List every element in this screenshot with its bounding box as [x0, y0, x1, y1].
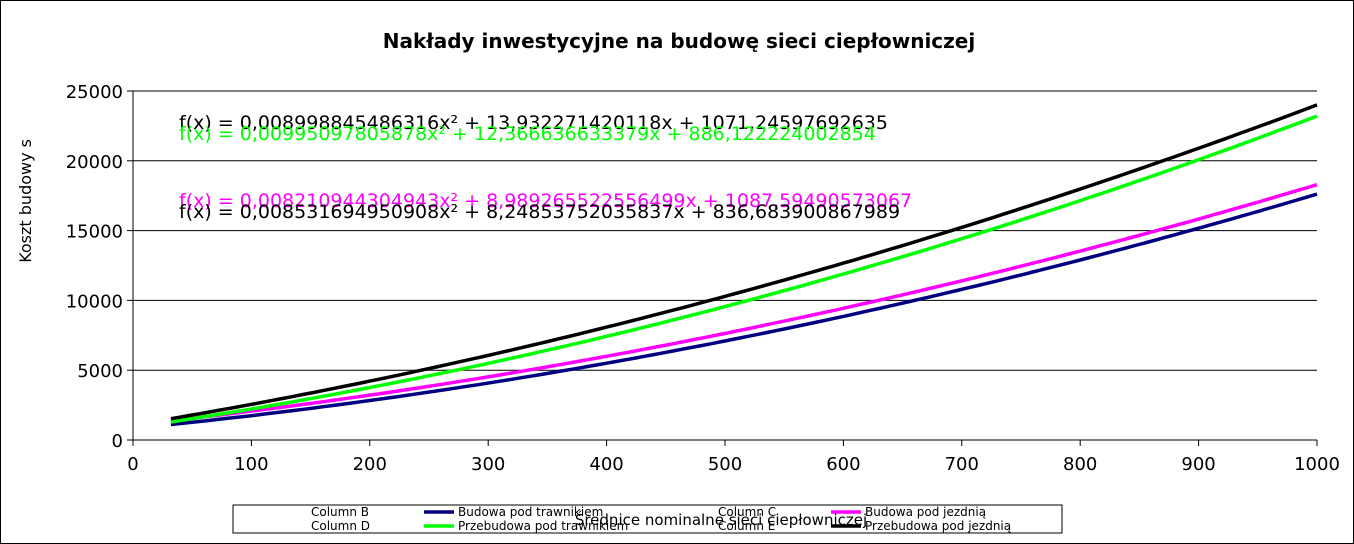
axes — [132, 91, 1318, 446]
x-tick-label: 1000 — [1294, 454, 1340, 475]
x-tick-label: 300 — [471, 454, 505, 475]
legend-label: Column E — [718, 519, 775, 533]
series-lines — [170, 103, 1318, 427]
legend-label: Przebudowa pod jezdnią — [865, 519, 1011, 533]
legend-label: Column D — [311, 519, 370, 533]
x-tick-label: 200 — [353, 454, 387, 475]
chart-title: Nakłady inwestycyjne na budowę sieci cie… — [383, 29, 975, 53]
y-tick-label: 25000 — [66, 82, 123, 103]
x-tick-label: 600 — [826, 454, 860, 475]
series-line-2 — [170, 183, 1318, 423]
y-axis-label: Koszt budowy s — [16, 139, 35, 263]
x-axis-label: Średnice nominalne sieci ciepłowniczej — [575, 510, 867, 529]
legend-label: Column C — [718, 505, 776, 519]
legend-label: Column B — [311, 505, 369, 519]
series-line-4 — [170, 103, 1318, 421]
series-line-1 — [170, 192, 1318, 427]
trendline-equation: f(x) = 0,008531694950908x² + 8,248537520… — [179, 201, 900, 223]
y-tick-label: 0 — [112, 431, 123, 452]
legend: Column B Budowa pod trawnikiem Column C Bud… — [232, 504, 1063, 534]
x-tick-label: 800 — [1063, 454, 1097, 475]
series-line-3 — [170, 114, 1318, 424]
trendline-equation: f(x) = 0,008998845486316x² + 13,93227142… — [179, 112, 888, 134]
x-tick-label: 500 — [708, 454, 742, 475]
y-tick-label: 20000 — [66, 152, 123, 173]
legend-box — [232, 504, 1063, 534]
trendline-equations: f(x) = 0,008998845486316x² + 13,93227142… — [179, 112, 912, 223]
y-tick-label: 15000 — [66, 222, 123, 243]
x-tick-label: 100 — [234, 454, 268, 475]
x-tick-labels: 0 100 200 300 400 500 600 700 800 900 1000 — [127, 454, 1340, 475]
x-tick-label: 700 — [945, 454, 979, 475]
grid-lines — [127, 90, 1317, 441]
legend-label: Budowa pod jezdnią — [865, 505, 986, 519]
legend-label: Budowa pod trawnikiem — [458, 505, 603, 519]
x-tick-label: 400 — [589, 454, 623, 475]
y-tick-label: 5000 — [77, 361, 123, 382]
legend-label: Przebudowa pod trawnikiem — [458, 519, 628, 533]
y-tick-label: 10000 — [66, 291, 123, 312]
x-tick-label: 900 — [1181, 454, 1215, 475]
y-tick-labels: 0 5000 10000 15000 20000 25000 — [66, 82, 123, 452]
x-tick-label: 0 — [127, 454, 138, 475]
trendline-equation: f(x) = 0,00995097805878x² + 12,366636633… — [179, 123, 876, 145]
trendline-equation: f(x) = 0,008210944304943x² + 8,989265522… — [179, 190, 912, 212]
